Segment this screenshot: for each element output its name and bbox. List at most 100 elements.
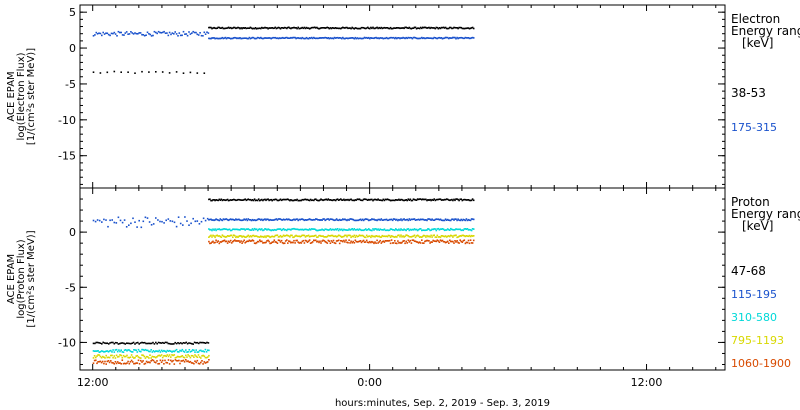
data-point [322,218,324,220]
data-point [433,240,435,242]
data-point [411,199,414,202]
data-point [272,241,275,243]
data-point [94,220,97,223]
data-point [358,198,361,200]
data-point [336,27,339,29]
data-point [363,218,366,221]
data-point [243,239,245,242]
data-point [164,354,166,357]
data-point [384,218,387,221]
data-point [363,236,366,238]
data-point [176,355,179,358]
data-point [290,234,292,237]
data-point [346,229,348,231]
data-point [300,235,303,237]
data-point [266,235,268,237]
data-point [370,241,372,244]
data-point [444,241,447,244]
series-47-68 [92,198,475,345]
data-point [378,235,380,237]
data-point [348,37,350,39]
data-point [218,37,221,40]
data-point [282,218,285,221]
data-point [101,221,103,223]
data-point [455,228,457,230]
data-point [250,37,253,39]
data-point [156,360,158,362]
data-point [303,228,306,231]
data-point [460,36,462,39]
data-point [102,31,104,34]
data-point [431,27,433,29]
data-point [467,218,470,221]
data-point [205,361,208,364]
data-point [248,199,251,201]
data-point [223,228,226,230]
data-point [323,229,325,232]
data-point [462,240,465,242]
data-point [403,228,405,230]
data-point [386,229,389,231]
data-point [301,228,304,231]
data-point [371,229,373,232]
data-point [442,235,445,238]
data-point [394,37,396,40]
data-point [361,199,364,202]
data-point [380,236,383,238]
data-point [175,225,178,228]
data-point [428,218,430,220]
data-point [240,228,242,230]
data-point [369,27,371,30]
data-point [263,218,265,221]
data-point [214,236,216,239]
data-point [131,32,134,34]
data-point [189,33,192,35]
data-point [247,234,250,237]
data-point [274,229,277,231]
data-point [175,359,178,362]
data-point [462,234,465,237]
data-point [128,349,131,351]
data-point [357,198,360,201]
data-point [186,220,188,222]
data-point [425,219,427,221]
data-point [272,36,275,39]
data-point [216,27,218,29]
data-point [344,27,346,29]
data-point [440,219,443,221]
data-point [156,350,158,352]
data-point [198,349,201,352]
data-point [306,198,309,201]
data-point [106,342,109,344]
data-point [227,199,230,202]
data-point [405,26,407,29]
data-point [327,27,330,29]
data-point [454,240,456,242]
data-point [399,199,401,201]
data-point [306,235,309,237]
data-point [357,27,360,30]
data-point [189,351,192,353]
data-point [143,341,146,344]
data-point [160,32,163,34]
data-point [197,34,200,36]
data-point [118,362,120,364]
data-point [150,224,153,226]
data-point [251,27,254,30]
data-point [141,348,143,351]
data-point [263,241,265,244]
data-point [125,362,127,365]
data-point [414,236,417,239]
data-point [149,350,151,353]
data-point [125,342,128,344]
data-point [464,27,467,30]
data-point [260,199,262,201]
data-point [429,236,431,238]
data-point [153,351,156,353]
data-point [191,362,194,364]
data-point [206,31,208,33]
data-point [328,199,331,201]
data-point [157,350,159,353]
data-point [449,26,451,29]
data-point [257,218,260,220]
